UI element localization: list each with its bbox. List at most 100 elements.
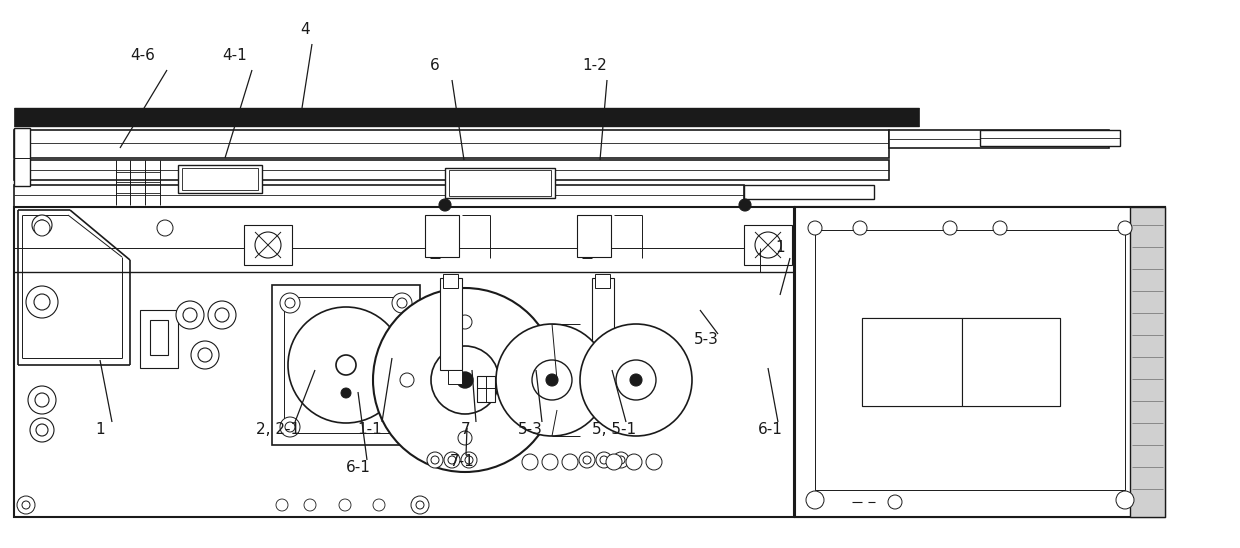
Ellipse shape bbox=[255, 232, 281, 258]
Bar bbox=[600, 370, 614, 384]
Ellipse shape bbox=[853, 221, 867, 235]
Bar bbox=[862, 318, 1060, 406]
Text: 6: 6 bbox=[430, 58, 440, 72]
Ellipse shape bbox=[285, 298, 295, 308]
Ellipse shape bbox=[739, 199, 751, 211]
Bar bbox=[440, 278, 463, 370]
Bar bbox=[862, 318, 962, 406]
Ellipse shape bbox=[618, 456, 625, 464]
Bar bbox=[284, 297, 408, 433]
Ellipse shape bbox=[277, 499, 288, 511]
Text: 7-1: 7-1 bbox=[450, 454, 475, 470]
Ellipse shape bbox=[285, 422, 295, 432]
Bar bbox=[14, 130, 889, 158]
Text: 5-3: 5-3 bbox=[517, 423, 542, 437]
Ellipse shape bbox=[33, 220, 50, 236]
Text: 7: 7 bbox=[461, 423, 471, 437]
Ellipse shape bbox=[208, 301, 236, 329]
Ellipse shape bbox=[626, 454, 642, 470]
Ellipse shape bbox=[458, 315, 472, 329]
Bar bbox=[14, 108, 919, 126]
Text: 5-3: 5-3 bbox=[693, 333, 718, 347]
Ellipse shape bbox=[596, 452, 613, 468]
Bar bbox=[744, 185, 874, 199]
Bar bbox=[150, 320, 167, 355]
Ellipse shape bbox=[191, 341, 219, 369]
Bar bbox=[1130, 207, 1166, 517]
Bar bbox=[443, 274, 458, 288]
Bar bbox=[595, 274, 610, 288]
Ellipse shape bbox=[1118, 221, 1132, 235]
Ellipse shape bbox=[562, 454, 578, 470]
Ellipse shape bbox=[579, 452, 595, 468]
Ellipse shape bbox=[17, 496, 35, 514]
Text: 5, 5-1: 5, 5-1 bbox=[591, 423, 636, 437]
Ellipse shape bbox=[432, 346, 498, 414]
Ellipse shape bbox=[392, 293, 412, 313]
Ellipse shape bbox=[415, 501, 424, 509]
Ellipse shape bbox=[32, 215, 52, 235]
Bar bbox=[744, 225, 792, 265]
Bar bbox=[477, 376, 495, 402]
Ellipse shape bbox=[808, 221, 822, 235]
Bar bbox=[445, 168, 556, 198]
Ellipse shape bbox=[542, 454, 558, 470]
Ellipse shape bbox=[942, 221, 957, 235]
Bar bbox=[182, 168, 258, 190]
Ellipse shape bbox=[157, 220, 174, 236]
Bar bbox=[244, 225, 291, 265]
Bar bbox=[980, 130, 1120, 146]
Ellipse shape bbox=[22, 501, 30, 509]
Bar bbox=[14, 128, 30, 186]
Ellipse shape bbox=[397, 422, 407, 432]
Ellipse shape bbox=[444, 452, 460, 468]
Ellipse shape bbox=[336, 355, 356, 375]
Ellipse shape bbox=[36, 424, 48, 436]
Ellipse shape bbox=[33, 294, 50, 310]
Ellipse shape bbox=[600, 456, 608, 464]
Text: 1-1: 1-1 bbox=[357, 423, 382, 437]
Ellipse shape bbox=[341, 388, 351, 398]
Ellipse shape bbox=[646, 454, 662, 470]
Ellipse shape bbox=[755, 232, 781, 258]
Bar bbox=[795, 207, 1166, 517]
Bar bbox=[577, 215, 611, 257]
Ellipse shape bbox=[373, 288, 557, 472]
Ellipse shape bbox=[432, 456, 439, 464]
Text: 1: 1 bbox=[95, 423, 105, 437]
Bar bbox=[889, 130, 1109, 148]
Bar bbox=[448, 370, 463, 384]
Text: 4-6: 4-6 bbox=[130, 48, 155, 62]
Bar bbox=[815, 230, 1125, 490]
Ellipse shape bbox=[465, 456, 472, 464]
Text: 6-1: 6-1 bbox=[758, 423, 782, 437]
Ellipse shape bbox=[280, 293, 300, 313]
Ellipse shape bbox=[401, 373, 414, 387]
Ellipse shape bbox=[184, 308, 197, 322]
Bar bbox=[591, 278, 614, 370]
Ellipse shape bbox=[427, 452, 443, 468]
Ellipse shape bbox=[522, 454, 538, 470]
Bar bbox=[14, 160, 889, 180]
Ellipse shape bbox=[392, 417, 412, 437]
Bar bbox=[14, 207, 794, 517]
Ellipse shape bbox=[458, 431, 472, 445]
Ellipse shape bbox=[888, 495, 901, 509]
Text: 1: 1 bbox=[775, 241, 785, 255]
Bar bbox=[449, 170, 551, 196]
Ellipse shape bbox=[37, 220, 47, 230]
Ellipse shape bbox=[410, 496, 429, 514]
Bar bbox=[962, 318, 1060, 406]
Ellipse shape bbox=[26, 286, 58, 318]
Ellipse shape bbox=[613, 452, 629, 468]
Ellipse shape bbox=[304, 499, 316, 511]
Ellipse shape bbox=[29, 386, 56, 414]
Ellipse shape bbox=[532, 360, 572, 400]
Text: 1-2: 1-2 bbox=[583, 58, 608, 72]
Ellipse shape bbox=[458, 372, 472, 388]
Bar bbox=[14, 185, 744, 207]
Ellipse shape bbox=[280, 417, 300, 437]
Ellipse shape bbox=[516, 373, 529, 387]
Ellipse shape bbox=[496, 324, 608, 436]
Text: 4: 4 bbox=[300, 22, 310, 37]
